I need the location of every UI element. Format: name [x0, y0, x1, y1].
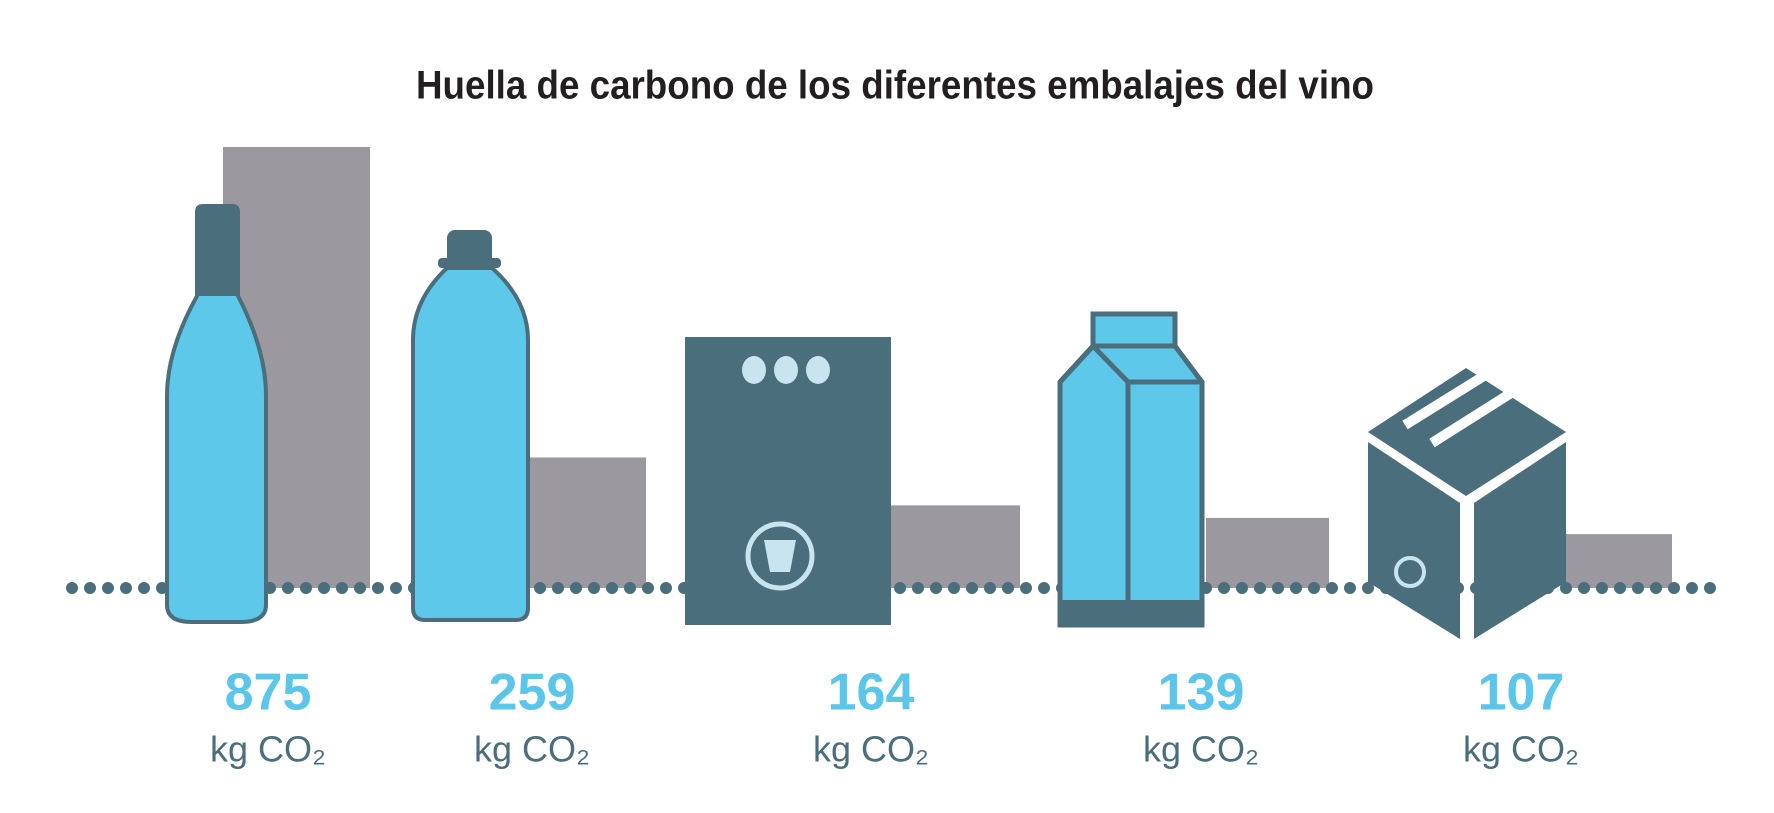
value-label: 164	[828, 664, 915, 722]
carton-top	[1090, 311, 1178, 349]
glass-bottle-icon	[165, 204, 268, 624]
carton-lines	[1058, 342, 1202, 625]
bar	[524, 457, 646, 588]
value-label: 107	[1478, 664, 1565, 722]
box-left	[1368, 442, 1460, 639]
dot	[742, 356, 766, 384]
value-label: 875	[225, 664, 312, 722]
carton-icon	[1057, 343, 1205, 628]
unit-label: kg CO₂	[813, 729, 929, 770]
box-right	[1474, 442, 1566, 639]
unit-label: kg CO₂	[210, 729, 326, 770]
bottle-neck	[197, 206, 238, 296]
unit-label: kg CO₂	[1143, 729, 1259, 770]
bars	[223, 147, 1672, 588]
bar	[891, 505, 1020, 588]
unit-label: kg CO₂	[474, 729, 590, 770]
cap-ring	[438, 258, 501, 268]
plastic-bottle-icon	[411, 266, 530, 622]
bar	[1206, 517, 1329, 588]
bar	[1565, 534, 1672, 588]
dot	[806, 356, 830, 384]
dot	[774, 356, 798, 384]
logo-mark	[764, 540, 796, 572]
value-label: 139	[1158, 664, 1245, 722]
bag-in-box-icon	[685, 337, 891, 625]
unit-label: kg CO₂	[1463, 729, 1579, 770]
box-top	[1368, 368, 1566, 496]
box-tape	[1402, 361, 1530, 448]
logo	[745, 521, 815, 591]
value-label: 259	[489, 664, 576, 722]
cap	[447, 230, 492, 266]
chart-title: Huella de carbono de los diferentes emba…	[416, 64, 1374, 108]
box-logo	[1394, 556, 1426, 588]
carton-base	[1060, 600, 1202, 625]
icons	[165, 204, 1566, 639]
